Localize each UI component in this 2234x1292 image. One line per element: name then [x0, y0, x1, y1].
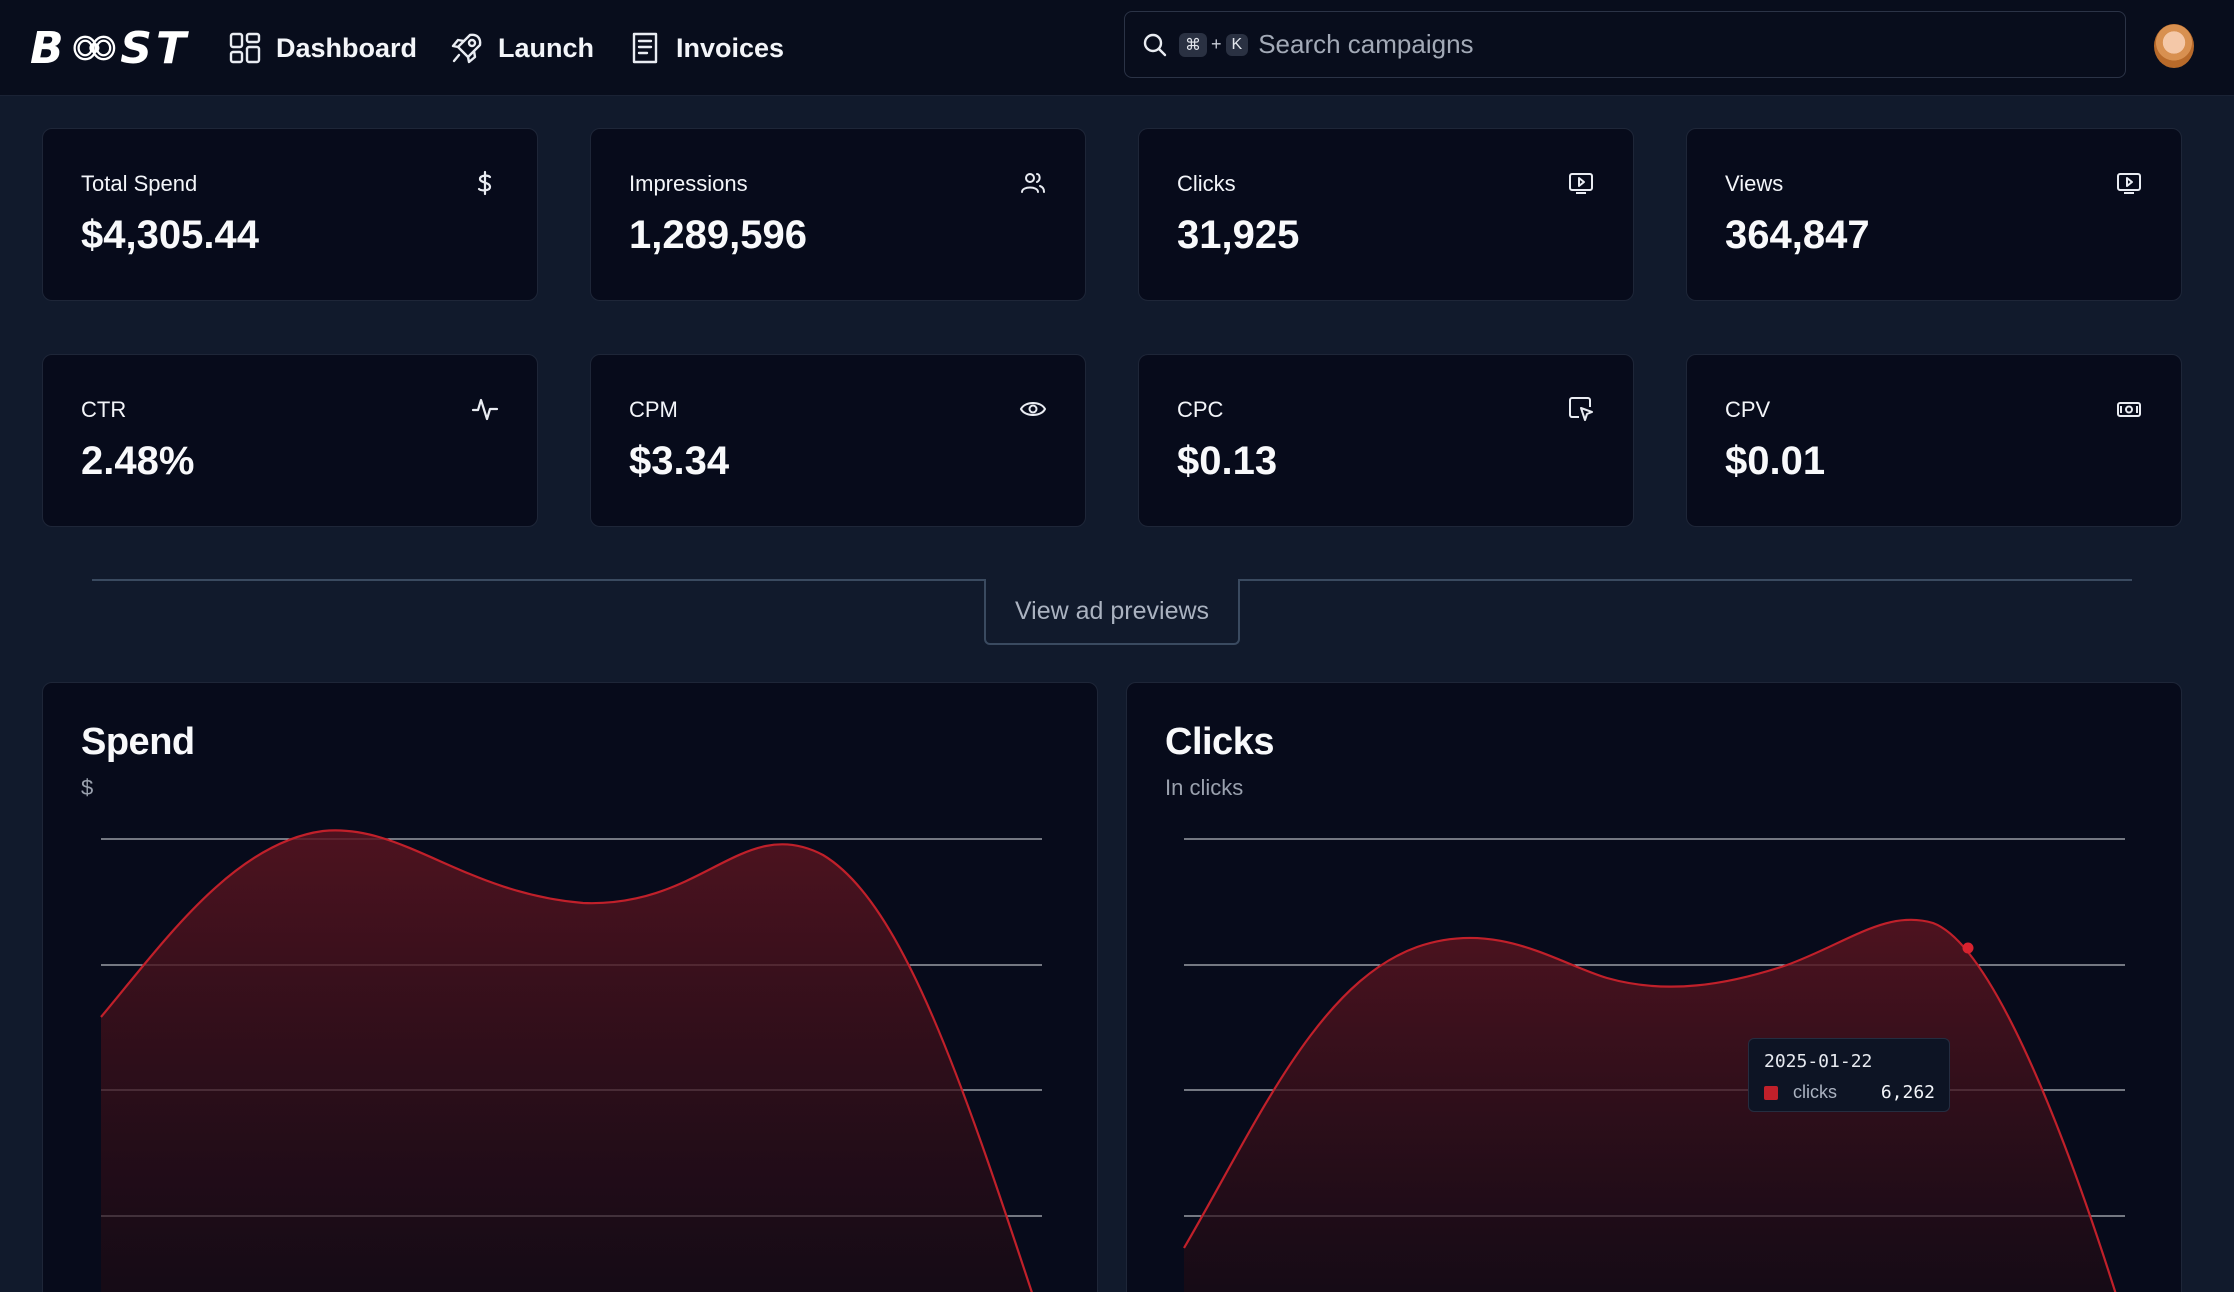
cursor-click-icon	[1567, 395, 1595, 423]
activity-icon	[471, 395, 499, 423]
stat-label: Views	[1725, 171, 1784, 196]
nav-launch[interactable]: Launch	[450, 24, 594, 72]
stat-value: $4,305.44	[81, 213, 259, 257]
stat-label: CPV	[1725, 397, 1771, 422]
clicks-area	[1184, 919, 2116, 1292]
clicks-area-chart	[1183, 838, 2125, 1292]
user-avatar[interactable]	[2154, 24, 2194, 68]
nav-launch-label: Launch	[498, 32, 595, 63]
stat-label: Total Spend	[81, 171, 198, 196]
spend-line	[100, 829, 1033, 1292]
stat-label: CTR	[81, 397, 127, 422]
tooltip-date: 2025-01-22	[1764, 1051, 1873, 1072]
stat-value: 1,289,596	[629, 213, 807, 257]
stat-card-cpv: CPV $0.01	[1686, 354, 2182, 527]
search-input[interactable]	[1258, 29, 2059, 60]
stat-card-cpm: CPM $3.34	[590, 354, 1086, 527]
stat-value: $0.13	[1177, 439, 1278, 483]
stat-value: $0.01	[1725, 439, 1826, 483]
nav-dashboard[interactable]: Dashboard	[228, 24, 417, 72]
stat-value: $3.34	[629, 439, 730, 483]
stat-label: Clicks	[1177, 171, 1236, 196]
k-key: K	[1225, 33, 1249, 56]
stat-label: Impressions	[629, 171, 748, 196]
nav-invoices[interactable]: Invoices	[628, 24, 784, 72]
shortcut-plus: +	[1211, 34, 1222, 54]
spend-chart-panel: Spend $	[42, 682, 1098, 1292]
stat-label: CPC	[1177, 397, 1224, 422]
receipt-icon	[632, 32, 658, 64]
clicks-chart-subtitle: In clicks	[1165, 775, 1244, 800]
boost-logo[interactable]: B ST	[30, 22, 190, 74]
spend-area	[101, 830, 1032, 1292]
divider-right	[1240, 579, 2132, 581]
search-icon	[1143, 33, 1167, 56]
play-screen-icon	[2115, 169, 2143, 197]
money-icon	[2115, 395, 2143, 423]
stat-card-total-spend: Total Spend $4,305.44	[42, 128, 538, 301]
search-bar[interactable]: ⌘ + K	[1124, 11, 2126, 78]
eye-icon	[1019, 395, 1047, 423]
spend-chart-title: Spend	[81, 721, 195, 763]
clicks-line	[1183, 918, 2117, 1292]
stat-label: CPM	[629, 397, 678, 422]
dollar-icon	[471, 169, 499, 197]
stat-card-views: Views 364,847	[1686, 128, 2182, 301]
nav-invoices-label: Invoices	[676, 32, 785, 63]
stat-value: 31,925	[1177, 213, 1300, 257]
keyboard-shortcut-hint: ⌘ + K	[1179, 32, 1249, 57]
play-screen-icon	[1567, 169, 1595, 197]
spend-area-chart	[100, 829, 1042, 1292]
stat-card-cpc: CPC $0.13	[1138, 354, 1634, 527]
tooltip-series-name: clicks	[1793, 1082, 1837, 1102]
stat-value: 364,847	[1725, 213, 1870, 257]
logo-loop-icon	[73, 35, 115, 61]
clicks-chart-title: Clicks	[1165, 721, 1274, 763]
clicks-hover-point	[1962, 942, 1974, 954]
stat-card-ctr: CTR 2.48%	[42, 354, 538, 527]
stat-card-clicks: Clicks 31,925	[1138, 128, 1634, 301]
dashboard-grid-icon	[229, 32, 261, 64]
users-icon	[1019, 169, 1047, 197]
view-ad-previews-button[interactable]: View ad previews	[984, 579, 1240, 645]
stat-value: 2.48%	[81, 439, 195, 483]
command-key: ⌘	[1179, 32, 1207, 57]
top-bar: B ST Dashboard	[0, 0, 2234, 96]
tooltip-value: 6,262	[1880, 1082, 1935, 1103]
nav-dashboard-label: Dashboard	[276, 32, 418, 63]
stat-card-impressions: Impressions 1,289,596	[590, 128, 1086, 301]
clicks-chart-panel: Clicks In clicks	[1126, 682, 2182, 1292]
spend-chart-subtitle: $	[81, 775, 94, 800]
divider-left	[92, 579, 984, 581]
tooltip-series-swatch	[1764, 1086, 1778, 1100]
chart-tooltip: 2025-01-22 clicks 6,262	[1748, 1038, 1950, 1112]
rocket-icon	[451, 33, 482, 64]
